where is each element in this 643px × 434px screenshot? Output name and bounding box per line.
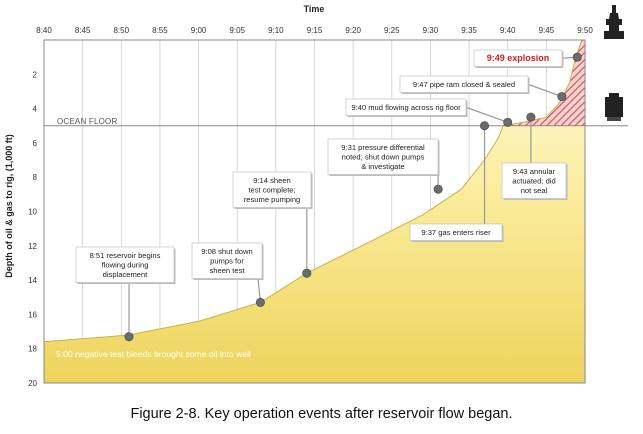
- event-callout-box: [473, 49, 563, 67]
- callout-leader: [527, 83, 563, 98]
- x-tick-label: 8:55: [152, 26, 168, 35]
- x-tick-label: 9:25: [384, 26, 400, 35]
- x-tick-label: 8:40: [36, 26, 52, 35]
- x-tick-label: 9:20: [345, 26, 361, 35]
- event-label: 9:31 pressure differential noted; shut do…: [341, 143, 425, 171]
- ocean-floor-label: OCEAN FLOOR: [57, 117, 117, 126]
- event-label: 9:14 sheen test complete; resume pumping: [244, 176, 301, 204]
- y-tick-label: 8: [33, 173, 38, 182]
- chart: OCEAN FLOOR 8:40 8:45 8:50 8:55 9:00 9:05 9:10…: [4, 4, 628, 388]
- event-marker: [557, 92, 567, 102]
- event-callout-box: [399, 75, 529, 93]
- event-callout-box: [191, 242, 263, 279]
- y-axis: 2 4 6 8 10 12 14 16 18 20: [28, 70, 37, 388]
- event-label: 9:37 gas enters riser: [421, 228, 491, 237]
- plot-frame: [43, 39, 586, 384]
- event-callouts: 8:51 reservoir begins flowing during displ…: [75, 49, 578, 337]
- x-tick-label: 9:10: [268, 26, 284, 35]
- area-yellow: [44, 40, 585, 383]
- x-tick-label: 8:50: [113, 26, 129, 35]
- x-tick-label: 9:50: [577, 26, 593, 35]
- event-callout-box: [345, 98, 467, 116]
- x-tick-label: 9:00: [191, 26, 207, 35]
- x-tick-label: 9:45: [539, 26, 555, 35]
- event-marker: [255, 297, 265, 307]
- y-tick-label: 20: [28, 379, 37, 388]
- x-tick-label: 9:05: [229, 26, 245, 35]
- event-callout-box: [75, 246, 175, 283]
- x-tick-label: 9:15: [307, 26, 323, 35]
- y-tick-label: 2: [33, 70, 38, 79]
- event-label: 9:40 mud flowing across rig floor: [351, 103, 461, 112]
- figure-caption: Figure 2-8. Key operation events after r…: [130, 406, 513, 422]
- event-callout-box: [501, 162, 567, 199]
- x-tick-label: 9:30: [423, 26, 439, 35]
- y-tick-label: 14: [28, 276, 37, 285]
- event-marker: [572, 52, 582, 62]
- event-callout-box: [409, 223, 503, 241]
- event-marker: [124, 332, 134, 342]
- event-marker: [526, 112, 536, 122]
- event-callout-box: [327, 138, 439, 175]
- event-marker: [302, 268, 312, 278]
- y-tick-label: 6: [33, 139, 38, 148]
- event-label: 9:47 pipe ram closed & sealed: [413, 80, 515, 89]
- event-label: 9:08 shut down pumps for sheen test: [201, 247, 253, 275]
- y-tick-label: 16: [28, 310, 37, 319]
- event-label: 9:49 explosion: [487, 53, 550, 63]
- event-label: 9:43 annular actuated; did not seal: [512, 167, 556, 195]
- event-callout-box: [232, 171, 312, 208]
- y-tick-label: 10: [28, 208, 37, 217]
- x-tick-label: 8:45: [75, 26, 91, 35]
- series-line: [44, 40, 585, 343]
- event-marker: [433, 184, 443, 194]
- event-markers: [124, 52, 582, 342]
- x-axis-title: Time: [304, 4, 325, 14]
- area-hatched-above-ocean-floor: [503, 40, 585, 126]
- event-marker: [503, 117, 513, 127]
- callout-leader: [465, 106, 508, 123]
- event-marker: [480, 121, 490, 131]
- x-axis: 8:40 8:45 8:50 8:55 9:00 9:05 9:10 9:15 9:20 9:25…: [36, 26, 593, 35]
- y-tick-label: 12: [28, 242, 37, 251]
- x-tick-label: 9:35: [461, 26, 477, 35]
- negative-test-annotation: 5:00 negative test bleeds brought some o…: [56, 349, 251, 359]
- rig-base-icon: [605, 93, 623, 121]
- y-tick-label: 18: [28, 345, 37, 354]
- y-tick-label: 4: [33, 105, 38, 114]
- y-axis-title: Depth of oil & gas to rig, (1,000 ft): [4, 134, 14, 278]
- x-tick-label: 9:40: [500, 26, 516, 35]
- rig-icon: [604, 5, 624, 39]
- event-label: 8:51 reservoir begins flowing during displ…: [90, 251, 161, 279]
